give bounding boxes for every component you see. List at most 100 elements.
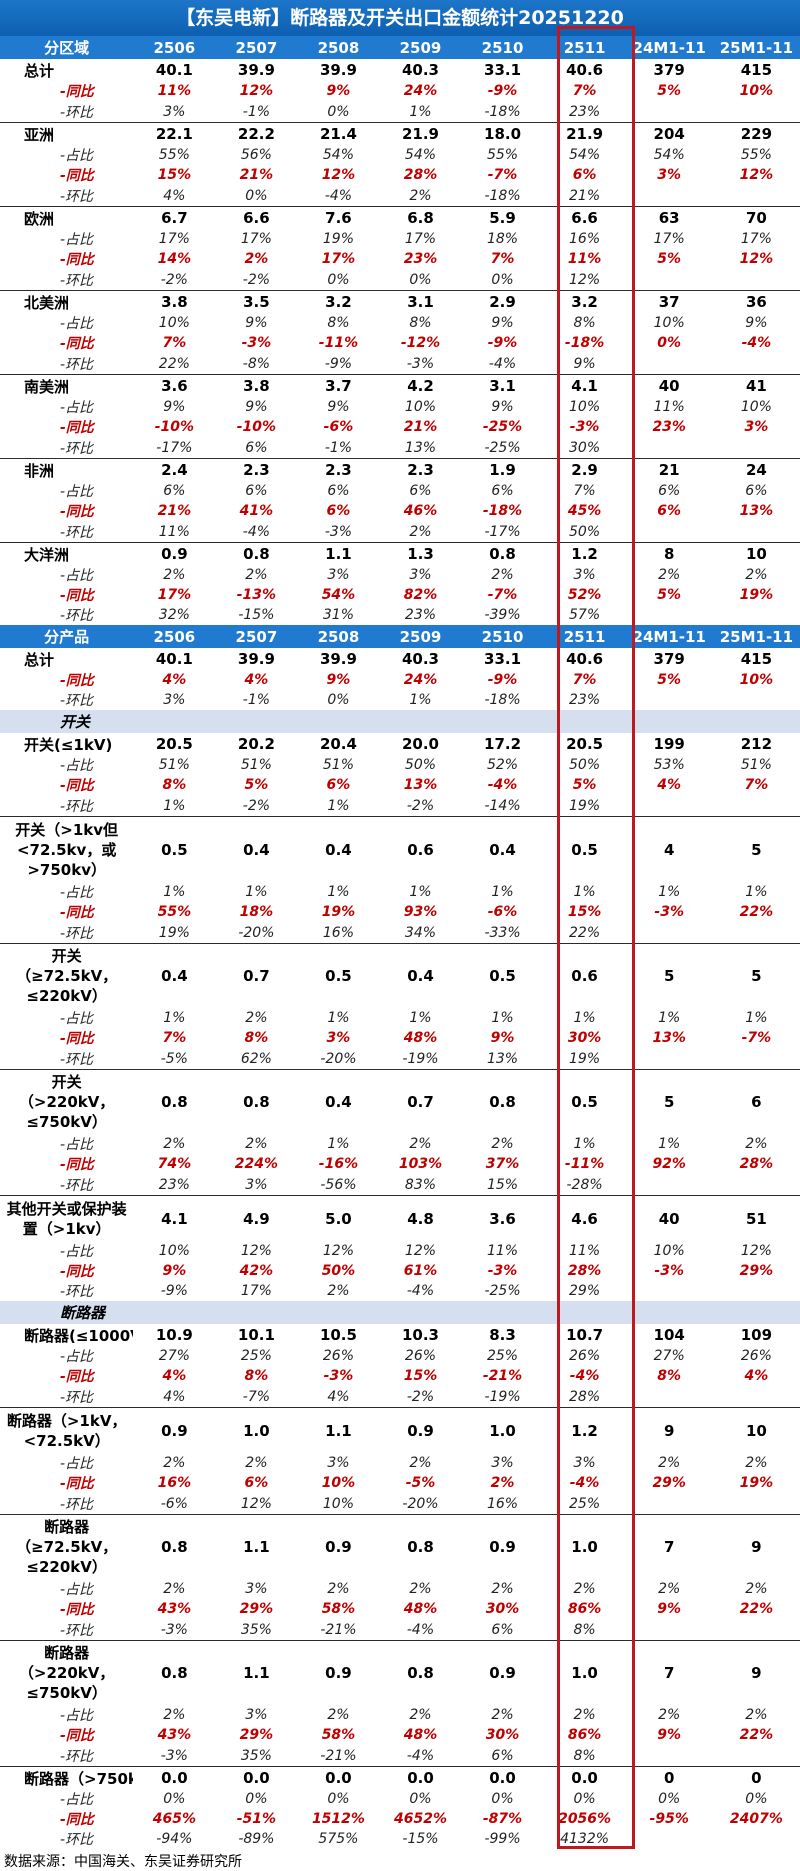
metric-cell: -2% [160, 271, 188, 288]
value-cell: 22.2 [215, 122, 298, 145]
metric-cell: -4% [487, 777, 518, 793]
metric-label: -占比 [60, 316, 94, 332]
value-cell: 18.0 [461, 122, 544, 145]
metric-cell: -94% [156, 1831, 193, 1847]
metric-cell [713, 1048, 800, 1070]
metric-cell: 2% [409, 187, 432, 204]
metric-cell: 29% [239, 1727, 274, 1743]
metric-cell [626, 690, 713, 710]
metric-cell: 7% [572, 83, 597, 99]
ratio-row: -环比 -94% -89% 575% -15% -99% 4132% [0, 1829, 800, 1849]
metric-cell: 50% [569, 757, 601, 773]
metric-cell: 0% [409, 271, 432, 288]
metric-cell: -9% [160, 1283, 188, 1299]
metric-cell: 23% [158, 1176, 190, 1193]
metric-cell: 9% [573, 355, 596, 372]
value-cell: 1.1 [297, 1407, 380, 1453]
metric-cell: 55% [158, 147, 190, 163]
metric-cell: 13% [739, 503, 774, 519]
yoy-row: -同比 21% 41% 6% 46% -18% 45% 6% 13% [0, 501, 800, 521]
metric-cell: 12% [240, 1495, 272, 1512]
metric-cell: 48% [403, 1030, 438, 1046]
value-cell: 0.7 [379, 1069, 462, 1134]
row-label: 断路器（≥72.5kV，≤220kV） [0, 1514, 134, 1579]
metric-cell: -3% [160, 1621, 188, 1638]
value-cell: 0.4 [379, 943, 462, 1008]
value-cell: 10 [712, 1407, 800, 1453]
ratio-row: -环比 19% -20% 16% 34% -33% 22% [0, 922, 800, 944]
metric-cell: 4% [244, 672, 269, 688]
metric-cell: -3% [323, 1368, 354, 1384]
metric-cell: -12% [400, 335, 441, 351]
metric-cell: -51% [236, 1811, 277, 1827]
product_header-row: 分产品 2506 2507 2508 2509 2510 2511 24M1-11 25M1-1… [0, 625, 800, 648]
metric-cell: 29% [652, 1475, 686, 1491]
metric-cell: -7% [741, 1030, 772, 1046]
ratio-row: -占比 2% 2% 3% 3% 2% 3% 2% 2% [0, 565, 800, 585]
value-cell: 212 [740, 735, 773, 753]
value-cell: 3.6 [461, 1195, 544, 1241]
header-cell: 2507 [215, 625, 298, 648]
metric-cell [713, 795, 800, 817]
metric-cell: 1% [745, 884, 768, 900]
metric-label: -环比 [60, 693, 94, 709]
metric-cell: 82% [403, 587, 438, 603]
metric-label: -环比 [60, 104, 94, 121]
value-cell: 0.8 [133, 1514, 216, 1579]
metric-cell: 9% [327, 399, 350, 415]
metric-cell: 18% [486, 231, 519, 247]
row-label: 开关（>1kv但<72.5kv，或>750kv） [0, 816, 134, 882]
metric-cell: 61% [403, 1263, 438, 1279]
value-cell: 6 [712, 1069, 800, 1134]
metric-cell: 10% [322, 1495, 354, 1512]
metric-cell: 4652% [393, 1811, 447, 1827]
row-label: 亚洲 [0, 122, 134, 145]
value-cell: 104 [653, 1326, 685, 1344]
ratio-row: -占比 9% 9% 9% 10% 9% 10% 11% 10% [0, 397, 800, 417]
metric-cell: -19% [484, 1388, 521, 1405]
metric-cell: -4% [242, 523, 271, 540]
value-cell: 2.9 [461, 290, 544, 313]
value-cell: 0.8 [133, 1640, 216, 1705]
metric-cell: -2% [242, 797, 271, 814]
row-label: 开关（≥72.5kV，≤220kV） [0, 943, 134, 1008]
metric-cell: -17% [484, 523, 521, 540]
metric-cell: 46% [403, 503, 438, 519]
metric-cell: 6% [491, 1747, 514, 1764]
value-cell: 10.9 [155, 1326, 193, 1344]
metric-cell: -6% [160, 1495, 188, 1512]
metric-cell: 2% [409, 1581, 432, 1597]
row-label: 北美洲 [0, 290, 134, 313]
metric-cell: 9% [326, 672, 351, 688]
value-cell: 63 [625, 206, 713, 229]
metric-cell: -4% [569, 1475, 600, 1491]
metric-cell: 224% [234, 1156, 279, 1172]
value-cell: 6.6 [543, 206, 626, 229]
value-cell: 20.5 [155, 735, 193, 753]
metric-cell: -25% [484, 439, 521, 456]
metric-cell: 5% [657, 672, 682, 688]
value-cell: 39.9 [319, 650, 357, 668]
group-main-row: 开关（≥72.5kV，≤220kV） 0.4 0.7 0.5 0.4 0.5 0.6 5 5 [0, 943, 800, 1008]
value-cell: 21.4 [297, 122, 380, 145]
metric-cell: 6% [657, 503, 682, 519]
metric-cell: 51% [740, 757, 772, 773]
metric-cell: 23% [569, 692, 601, 708]
metric-cell: -33% [484, 924, 521, 941]
metric-cell [626, 1048, 713, 1070]
ratio-row: -环比 4% 0% -4% 2% -18% 21% [0, 185, 800, 207]
metric-cell: 6% [244, 1475, 269, 1491]
metric-cell: -4% [406, 1283, 435, 1299]
value-cell: 20.2 [237, 735, 275, 753]
value-cell: 415 [740, 650, 773, 668]
metric-cell: 3% [573, 567, 596, 583]
yoy-row: -同比 11% 12% 9% 24% -9% 7% 5% 10% [0, 81, 800, 101]
header-cell: 2510 [461, 36, 544, 59]
metric-cell: 2% [163, 1455, 186, 1471]
value-cell: 7 [625, 1640, 713, 1705]
value-cell: 3.5 [215, 290, 298, 313]
metric-cell: 1% [409, 884, 432, 900]
metric-cell: 15% [486, 1176, 519, 1193]
metric-cell: 0% [327, 103, 350, 120]
metric-cell [626, 1829, 713, 1849]
